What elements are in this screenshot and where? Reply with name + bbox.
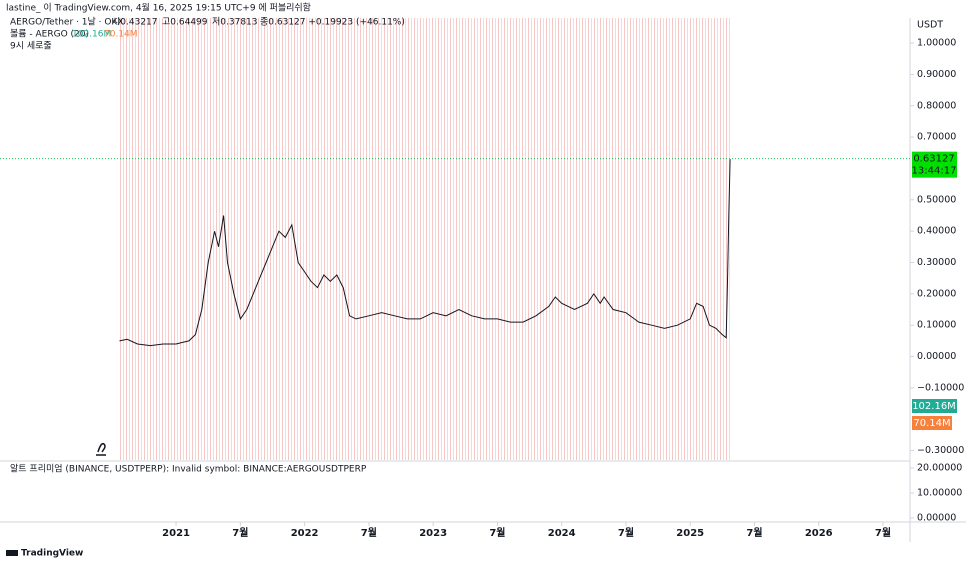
axis-unit: USDT [917, 20, 943, 31]
legend-low: 저0.37813 [212, 17, 258, 28]
header: lastine_ 이 TradingView.com, 4월 16, 2025 … [6, 2, 311, 14]
legend-session: 9시 세로줄 [10, 41, 52, 52]
legend-open: 시0.43217 [112, 17, 158, 28]
y-tick-label: 10.00000 [917, 488, 962, 499]
session-stripes [119, 18, 730, 460]
y-tick-label: 0.00000 [917, 513, 956, 524]
y-tick-label: 1.00000 [917, 38, 956, 49]
y-tick-label: 0.70000 [917, 132, 956, 143]
footer: TradingView [21, 549, 83, 559]
last-price-tag [912, 151, 957, 178]
legend-high: 고0.64499 [162, 18, 208, 28]
y-tick-label: 0.50000 [917, 194, 956, 205]
x-tick-label: 7월 [232, 527, 248, 539]
x-tick-label: 2021 [162, 528, 190, 539]
price-line [119, 159, 731, 347]
y-tick-label: 0.40000 [917, 226, 956, 237]
x-tick-label: 2023 [419, 528, 447, 539]
volume-tag [912, 416, 952, 430]
volume-tag-label: 102.16M [912, 401, 956, 412]
y-tick-label: 0.10000 [917, 320, 956, 331]
x-tick-label: 2025 [676, 528, 704, 539]
x-tick-label: 7월 [489, 527, 505, 539]
legend-volume: 볼륨 - AERGO (20) [10, 29, 89, 40]
last-price-label: 0.63127 [913, 154, 954, 165]
y-tick-label: 0.80000 [917, 100, 956, 111]
legend-close: 종0.63127 +0.19923 (+46.11%) [260, 17, 405, 28]
x-tick-label: 2022 [291, 528, 319, 539]
countdown: 13:44:17 [912, 166, 957, 177]
x-tick-label: 7월 [875, 527, 891, 539]
x-tick-label: 2024 [548, 528, 576, 539]
volume-tag [912, 399, 957, 413]
legend-symbol: AERGO/Tether · 1날 · OKX [10, 17, 124, 28]
legend-volume-b: 70.14M [104, 30, 138, 40]
x-tick-label: 7월 [618, 527, 634, 539]
y-tick-label: 0.90000 [917, 69, 956, 80]
y-tick-label: −0.30000 [917, 445, 964, 456]
y-tick-label: 0.00000 [917, 351, 956, 362]
x-tick-label: 7월 [361, 527, 377, 539]
pane2-title: 알트 프리미엄 (BINANCE, USDTPERP): Invalid sym… [10, 463, 367, 475]
x-tick-label: 2026 [805, 528, 833, 539]
footer-logo [6, 550, 18, 556]
y-tick-label: 0.20000 [917, 288, 956, 299]
y-tick-label: 0.30000 [917, 257, 956, 268]
y-tick-label: −0.10000 [917, 382, 964, 393]
legend-volume-a: 102.16M [72, 30, 111, 40]
logo-icon [96, 442, 106, 456]
x-tick-label: 7월 [746, 527, 762, 539]
y-tick-label: 20.00000 [917, 463, 962, 474]
volume-tag-label: 70.14M [913, 418, 950, 429]
